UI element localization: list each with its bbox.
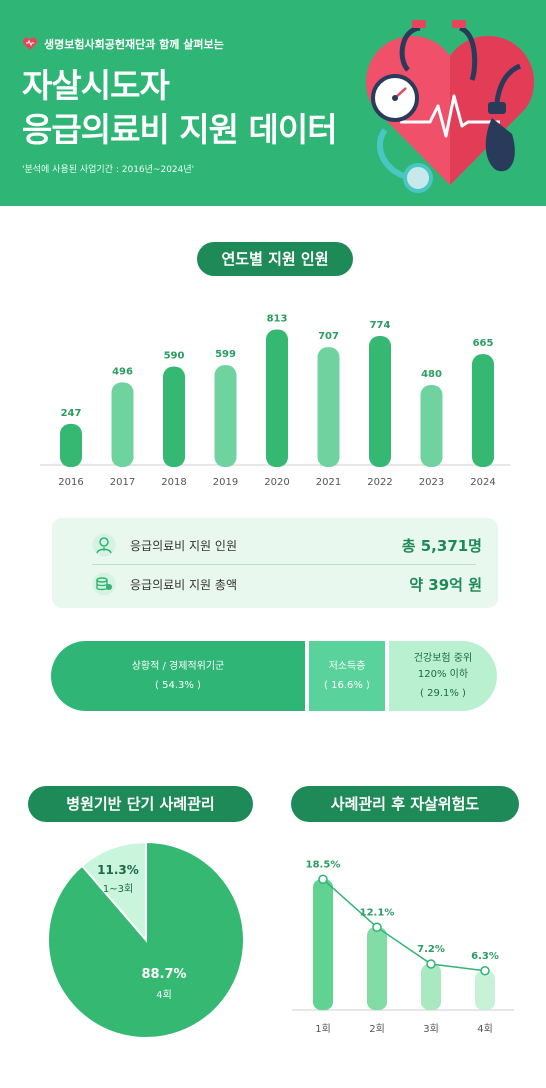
bar xyxy=(111,382,134,467)
data-point xyxy=(426,959,436,969)
bar-value-label: 599 xyxy=(215,349,236,360)
x-tick-label: 3회 xyxy=(423,1023,439,1035)
suicide-risk-title: 사례관리 후 자살위험도 xyxy=(291,786,519,822)
organization-line: 생명보험사회공헌재단과 함께 살펴보는 xyxy=(22,36,224,52)
bar xyxy=(475,970,495,1010)
period-note: '분석에 사용된 사업기간 : 2016년~2024년' xyxy=(22,165,195,175)
amount-label: 응급의료비 지원 총액 xyxy=(130,577,237,592)
page-title: 자살시도자 응급의료비 지원 데이터 xyxy=(22,64,338,152)
bar xyxy=(367,927,387,1010)
header-banner: 생명보험사회공헌재단과 함께 살펴보는 자살시도자 응급의료비 지원 데이터 '… xyxy=(0,0,546,206)
bar xyxy=(472,354,494,467)
bar-value-label: 665 xyxy=(473,338,494,349)
summary-people-row: 응급의료비 지원 인원 총 5,371명 xyxy=(92,528,482,562)
data-point xyxy=(372,922,382,932)
doctor-icon xyxy=(92,533,116,557)
x-tick-label: 2019 xyxy=(213,477,238,488)
coins-icon xyxy=(92,572,116,596)
bar xyxy=(163,366,185,467)
x-tick-label: 2016 xyxy=(58,477,83,488)
bar xyxy=(420,385,443,467)
segment-value: ( 54.3% ) xyxy=(155,679,201,691)
heart-stethoscope-illustration xyxy=(365,20,535,193)
x-tick-label: 2024 xyxy=(470,477,495,488)
x-tick-label: 2022 xyxy=(367,477,392,488)
data-value-label: 18.5% xyxy=(306,859,341,870)
people-value: 총 5,371명 xyxy=(401,536,482,555)
pie-value-label: 88.7% xyxy=(141,967,186,982)
segment-health-insurance: 건강보험 중위 120% 이하 ( 29.1% ) xyxy=(389,641,497,711)
x-tick-label: 2017 xyxy=(110,477,135,488)
yearly-bar-chart: 247 2016 496 2017 590 2018 599 2019 813 2020 707 20… xyxy=(40,314,510,488)
bar xyxy=(60,423,82,467)
trend-line xyxy=(322,878,486,972)
summary-divider xyxy=(92,564,476,565)
x-tick-label: 4회 xyxy=(477,1023,493,1035)
case-management-pie-chart: 88.7% 4회 11.3% 1~3회 xyxy=(47,840,245,1039)
bar-value-label: 480 xyxy=(421,369,442,380)
bar xyxy=(214,365,237,467)
bar-value-label: 813 xyxy=(267,314,288,325)
people-label: 응급의료비 지원 인원 xyxy=(130,538,237,553)
pie-slice xyxy=(80,840,147,943)
segment-value: ( 16.6% ) xyxy=(324,679,370,691)
x-tick-label: 1회 xyxy=(315,1023,331,1035)
title-line-1: 자살시도자 xyxy=(22,66,170,105)
case-management-title: 병원기반 단기 사례관리 xyxy=(28,786,253,822)
heart-logo-icon xyxy=(22,37,38,50)
bar xyxy=(317,347,340,467)
data-value-label: 12.1% xyxy=(360,907,395,918)
bar xyxy=(266,329,288,467)
x-tick-label: 2018 xyxy=(161,477,186,488)
bar-value-label: 247 xyxy=(61,408,82,419)
segment-low-income: 저소득층 ( 16.6% ) xyxy=(309,641,385,711)
segment-value: ( 29.1% ) xyxy=(420,687,466,699)
segment-situational-crisis: 상황적 / 경제적위기군 ( 54.3% ) xyxy=(51,641,305,711)
organization-text: 생명보험사회공헌재단과 함께 살펴보는 xyxy=(44,38,224,51)
suicide-risk-line-chart: 1회 2회 3회 4회 18.5% 12.1% 7.2% 6.3% xyxy=(292,859,514,1035)
bar-value-label: 707 xyxy=(318,331,339,342)
bar-value-label: 590 xyxy=(164,351,185,362)
pie-value-label: 11.3% xyxy=(97,863,139,877)
amount-value: 약 39억 원 xyxy=(409,575,482,594)
bar-value-label: 774 xyxy=(370,320,391,331)
data-value-label: 6.3% xyxy=(471,951,499,962)
bar-value-label: 496 xyxy=(112,366,133,377)
segment-label: 건강보험 중위 120% 이하 xyxy=(413,652,473,680)
data-point xyxy=(318,874,328,884)
x-tick-label: 2023 xyxy=(419,477,444,488)
pie-category-label: 1~3회 xyxy=(103,883,133,895)
bar xyxy=(313,879,333,1010)
x-tick-label: 2회 xyxy=(369,1023,385,1035)
x-tick-label: 2020 xyxy=(264,477,289,488)
pie-category-label: 4회 xyxy=(156,989,172,1001)
x-tick-label: 2021 xyxy=(316,477,341,488)
bar xyxy=(369,336,391,467)
segment-label: 상황적 / 경제적위기군 xyxy=(131,660,225,672)
data-value-label: 7.2% xyxy=(417,944,445,955)
title-line-2: 응급의료비 지원 데이터 xyxy=(22,110,338,149)
yearly-support-title: 연도별 지원 인원 xyxy=(197,242,353,276)
data-point xyxy=(480,966,490,976)
summary-box: 응급의료비 지원 인원 총 5,371명 응급의료비 지원 총액 약 39억 원 xyxy=(52,518,498,608)
summary-amount-row: 응급의료비 지원 총액 약 39억 원 xyxy=(92,567,482,601)
bar xyxy=(421,964,441,1010)
segment-label: 저소득층 xyxy=(328,660,366,672)
